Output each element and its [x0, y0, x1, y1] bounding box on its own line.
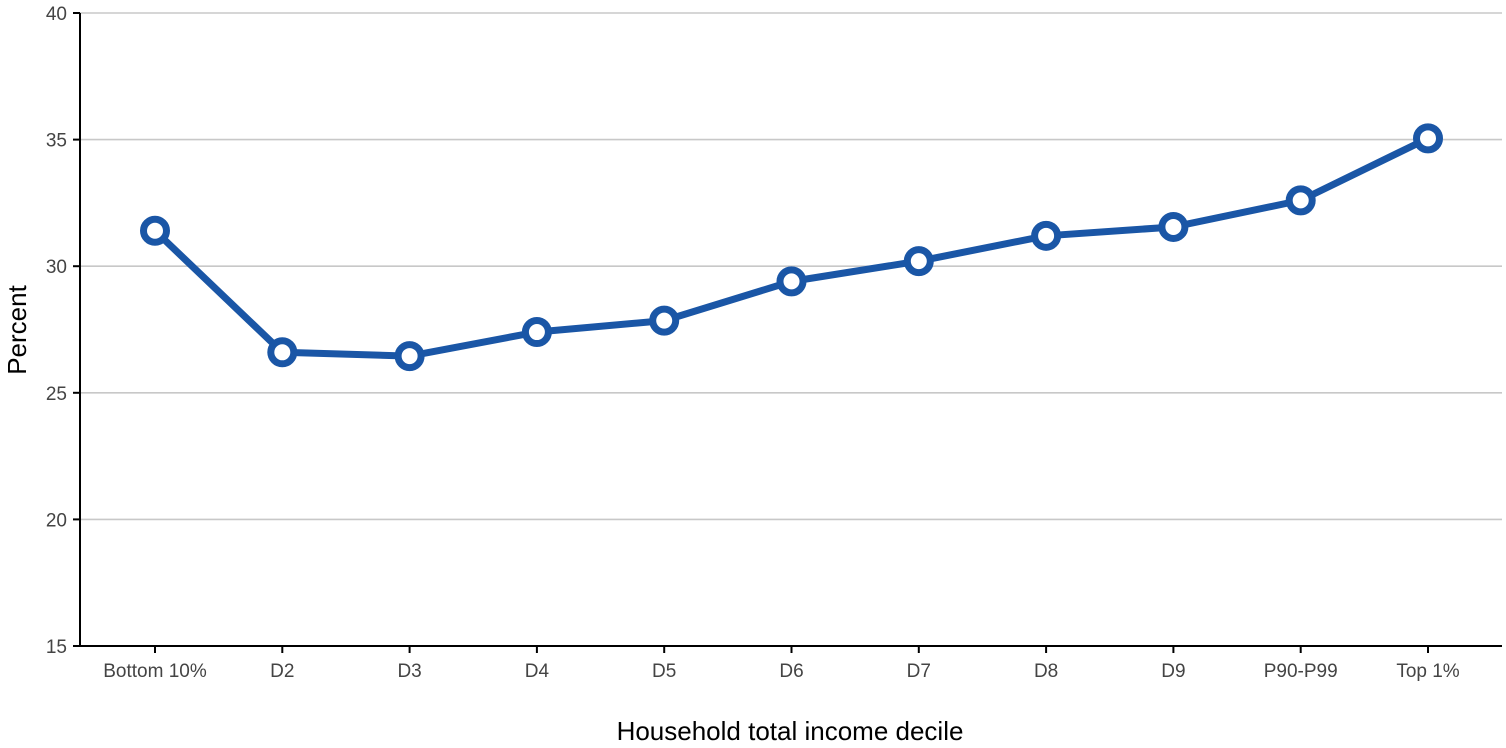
y-tick-label: 40: [46, 4, 67, 25]
x-axis-ticks: Bottom 10% D2 D3 D4 D5 D6 D7 D8 D9 P90-P99 Top 1%: [103, 646, 1460, 682]
y-tick-label: 15: [46, 637, 67, 658]
y-tick-label: 35: [46, 131, 67, 152]
x-tick-label: P90-P99: [1264, 661, 1338, 682]
data-point: [394, 341, 425, 372]
x-tick-label: D6: [779, 661, 803, 682]
data-point: [521, 317, 552, 348]
data-point: [1285, 185, 1316, 216]
data-point: [1031, 220, 1062, 251]
x-tick-label: Bottom 10%: [103, 661, 207, 682]
data-point: [903, 246, 934, 277]
y-tick-label: 25: [46, 384, 67, 405]
x-tick-label: D7: [907, 661, 931, 682]
data-point: [649, 305, 680, 336]
series-line: [151, 134, 1432, 360]
x-tick-label: D8: [1034, 661, 1058, 682]
x-axis-title: Household total income decile: [617, 716, 964, 746]
data-series: [140, 123, 1443, 372]
x-tick-label: D5: [652, 661, 676, 682]
x-tick-label: Top 1%: [1396, 661, 1459, 682]
data-point: [1158, 211, 1189, 242]
x-tick-label: D4: [525, 661, 550, 682]
data-point: [1413, 123, 1443, 154]
y-tick-label: 30: [46, 257, 67, 278]
data-point: [140, 215, 170, 246]
data-point: [776, 266, 807, 297]
y-tick-label: 20: [46, 510, 67, 531]
y-axis-title: Percent: [2, 284, 32, 374]
x-tick-label: D2: [270, 661, 294, 682]
x-tick-label: D3: [397, 661, 421, 682]
x-tick-label: D9: [1161, 661, 1185, 682]
grid-lines: [80, 12, 1502, 521]
data-point: [267, 337, 298, 368]
axes: [79, 13, 1502, 647]
y-axis-ticks: 15 20 25 30 35 40: [46, 4, 80, 658]
